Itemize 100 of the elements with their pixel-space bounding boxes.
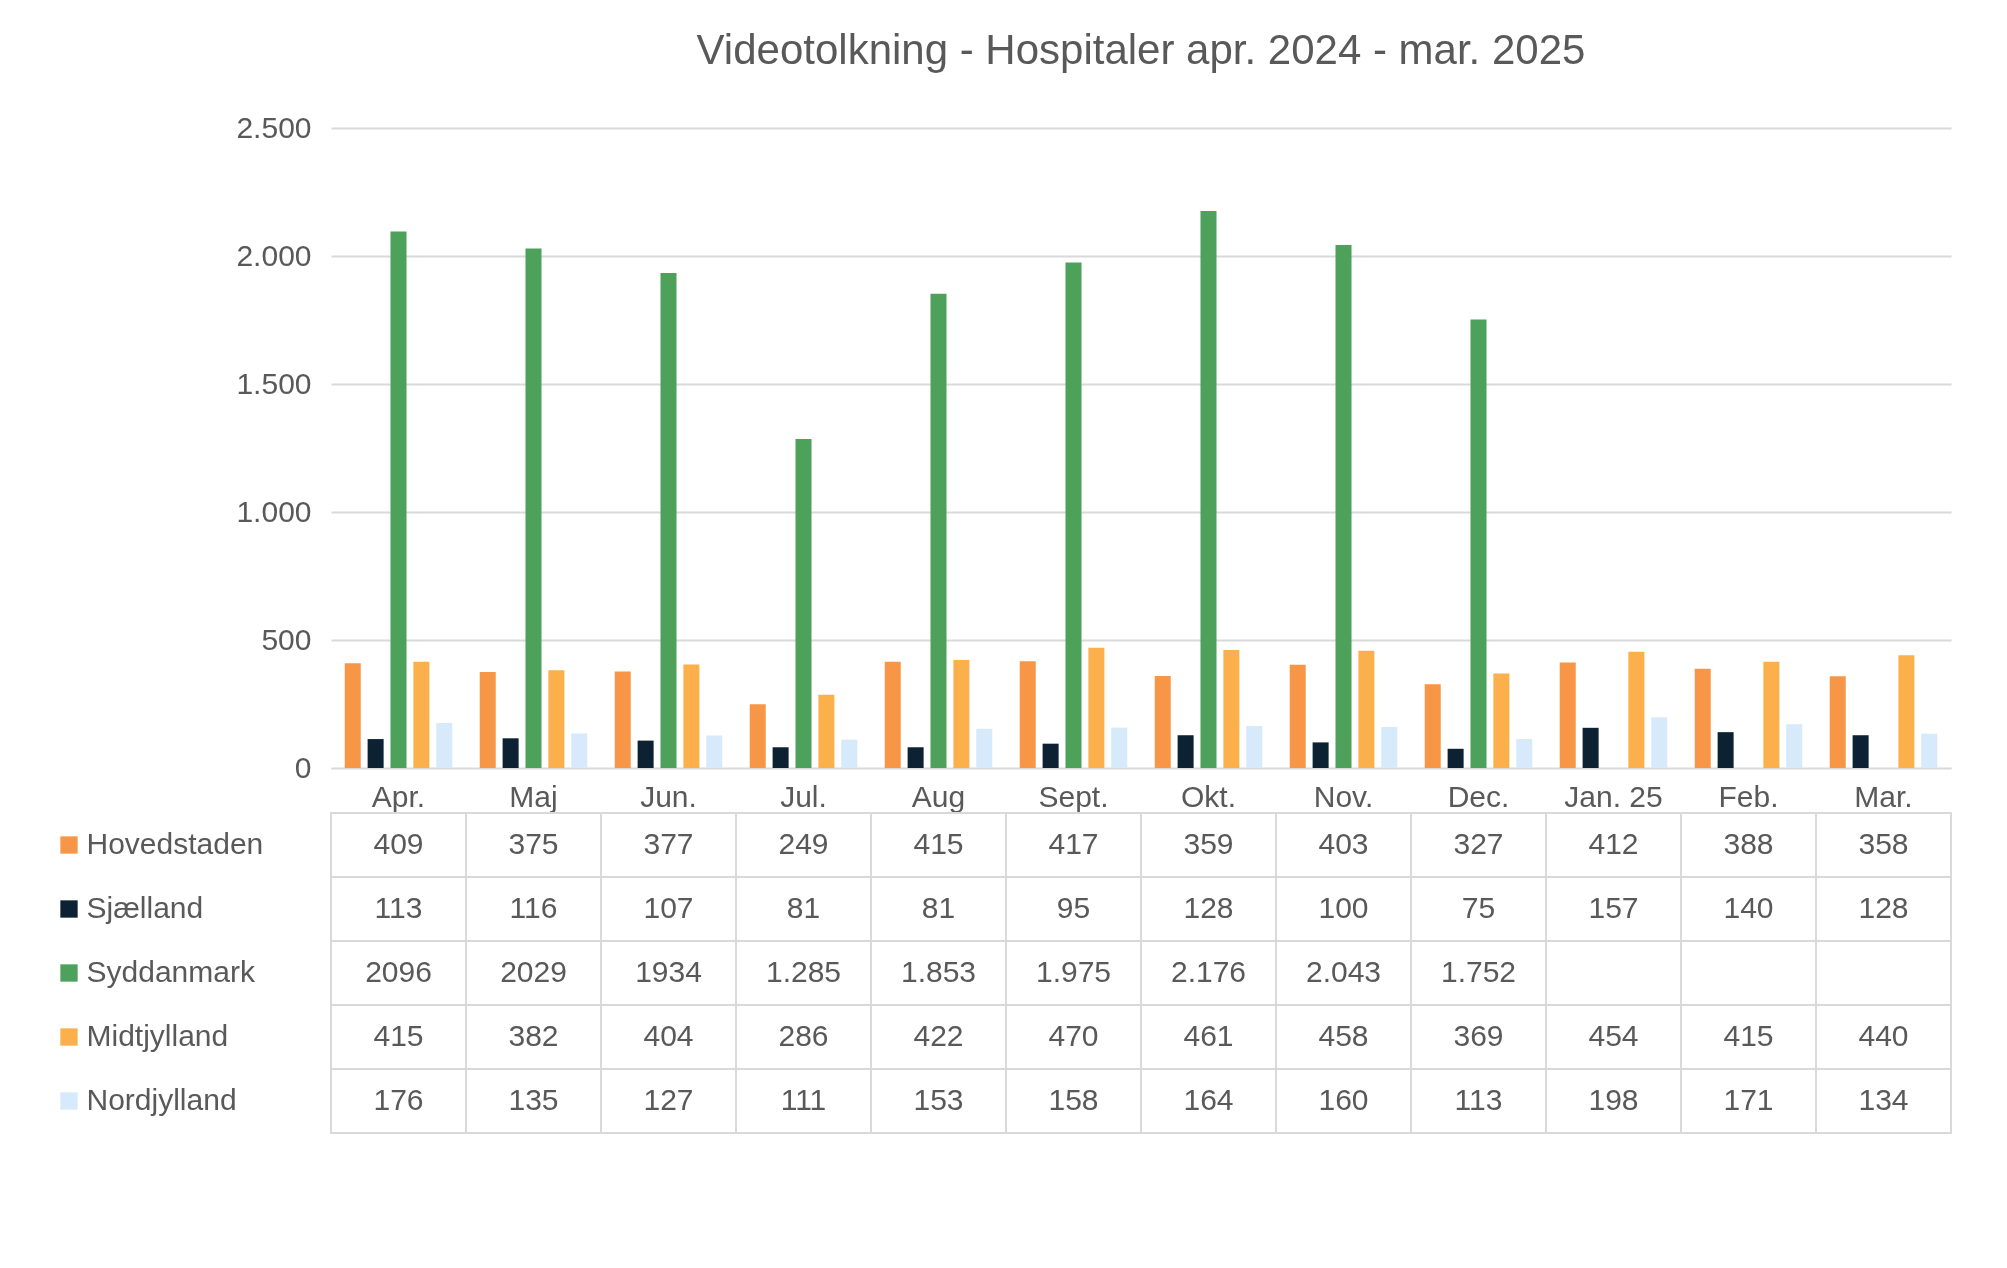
bar [436, 722, 453, 768]
bar [502, 738, 519, 768]
data-label: 470 [1048, 1019, 1099, 1052]
chart-title: Videotolkning - Hospitaler apr. 2024 - mar. 2025 [696, 26, 1586, 73]
data-label: 249 [778, 827, 829, 860]
bar [1493, 673, 1510, 768]
y-tick-label: 1.000 [236, 494, 312, 528]
data-label: 358 [1858, 827, 1909, 860]
data-label: 454 [1588, 1019, 1639, 1052]
data-label: 422 [913, 1019, 964, 1052]
data-label: 417 [1048, 827, 1099, 860]
bar [1651, 717, 1668, 768]
data-label: 403 [1318, 827, 1369, 860]
bar [1358, 650, 1375, 768]
data-label: 404 [643, 1019, 694, 1052]
bar [953, 659, 970, 768]
data-label: 2.176 [1170, 955, 1247, 988]
bar [1852, 735, 1869, 768]
x-tick-label: Apr. [371, 779, 426, 813]
data-label: 75 [1461, 891, 1496, 924]
y-tick-label: 500 [261, 622, 312, 656]
bar [1694, 668, 1711, 768]
bar [1289, 664, 1306, 768]
bar [637, 740, 654, 768]
data-label: 1.975 [1035, 955, 1112, 988]
data-label: 81 [786, 891, 821, 924]
bar [1065, 262, 1082, 768]
data-label: 128 [1183, 891, 1234, 924]
bar [1335, 244, 1352, 768]
bar [1246, 726, 1263, 768]
x-tick-label: Jul. [780, 779, 827, 813]
data-label: 134 [1858, 1083, 1909, 1116]
bar [706, 735, 723, 768]
x-tick-label: Sept. [1038, 779, 1109, 813]
x-tick-label: Maj [509, 779, 558, 813]
data-label: 327 [1453, 827, 1504, 860]
bar [1042, 743, 1059, 768]
bar [1177, 735, 1194, 768]
bar [390, 231, 407, 768]
data-label: 198 [1588, 1083, 1639, 1116]
bar [907, 747, 924, 768]
bar [614, 671, 631, 768]
legend-label: Syddanmark [86, 955, 256, 988]
y-tick-label: 2.000 [236, 238, 312, 272]
data-label: 2029 [500, 955, 567, 988]
x-tick-label: Okt. [1180, 779, 1237, 813]
bar [1223, 649, 1240, 768]
data-label: 164 [1183, 1083, 1234, 1116]
bar [1200, 210, 1217, 768]
data-label: 2.043 [1305, 955, 1382, 988]
bar [571, 733, 588, 768]
data-label: 107 [643, 891, 694, 924]
data-label: 415 [1723, 1019, 1774, 1052]
bar [1628, 651, 1645, 768]
bar [367, 739, 384, 768]
x-tick-label: Feb. [1718, 779, 1779, 813]
bar [479, 672, 496, 768]
data-label: 176 [373, 1083, 424, 1116]
data-label: 81 [921, 891, 956, 924]
data-label: 153 [913, 1083, 964, 1116]
bar [818, 694, 835, 768]
bar [1559, 662, 1576, 768]
data-label: 409 [373, 827, 424, 860]
data-label: 359 [1183, 827, 1234, 860]
bar [1381, 727, 1398, 768]
bar [1111, 727, 1128, 768]
legend-label: Nordjylland [86, 1083, 237, 1116]
data-label: 1.853 [900, 955, 977, 988]
data-label: 100 [1318, 891, 1369, 924]
bar [1763, 661, 1780, 768]
bar [1898, 655, 1915, 768]
data-label: 95 [1056, 891, 1091, 924]
x-tick-label: Dec. [1447, 779, 1510, 813]
legend-label: Hovedstaden [86, 827, 264, 860]
data-label: 158 [1048, 1083, 1099, 1116]
data-label: 377 [643, 827, 694, 860]
bar [841, 739, 858, 768]
bar [795, 439, 812, 768]
y-tick-label: 0 [294, 750, 312, 784]
x-tick-label: Nov. [1313, 779, 1374, 813]
bar [525, 248, 542, 768]
bar [1424, 684, 1441, 768]
data-label: 388 [1723, 827, 1774, 860]
bar [1447, 748, 1464, 768]
data-label: 1.752 [1440, 955, 1517, 988]
bar [683, 664, 700, 768]
bar [1582, 727, 1599, 768]
data-label: 412 [1588, 827, 1639, 860]
data-label: 1934 [635, 955, 702, 988]
data-label: 116 [509, 891, 558, 924]
data-label: 382 [508, 1019, 559, 1052]
data-label: 160 [1318, 1083, 1369, 1116]
x-tick-label: Jun. [640, 779, 697, 813]
data-label: 458 [1318, 1019, 1369, 1052]
bar [660, 272, 677, 768]
data-label: 461 [1183, 1019, 1234, 1052]
data-label: 127 [643, 1083, 694, 1116]
bar [1717, 732, 1734, 768]
bar [548, 670, 565, 768]
bar [1470, 319, 1487, 768]
